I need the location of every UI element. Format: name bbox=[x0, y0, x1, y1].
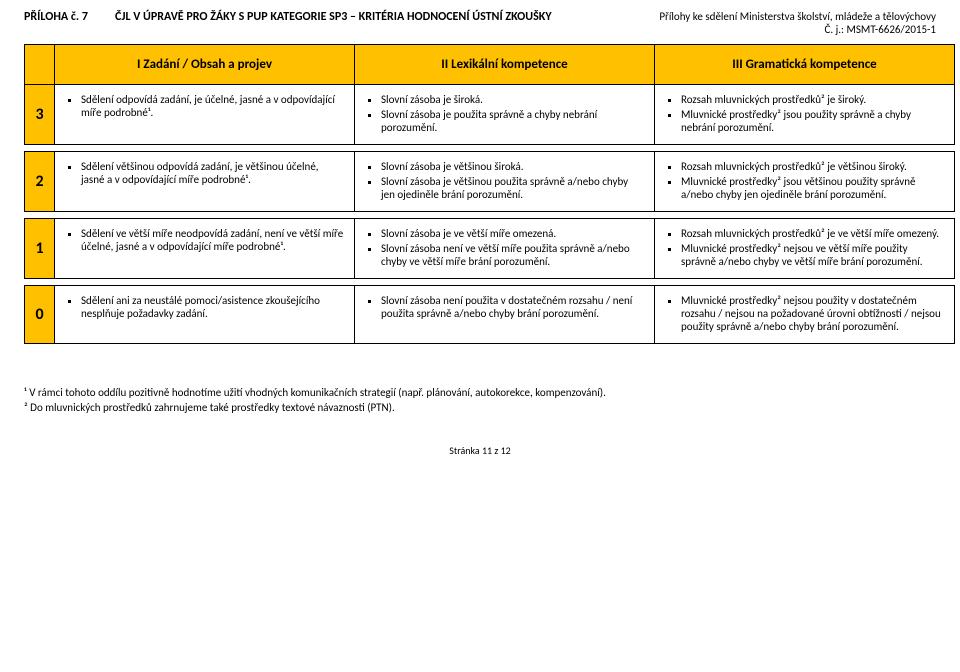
table-header-row: I Zadání / Obsah a projev II Lexikální k… bbox=[25, 45, 955, 85]
spacer bbox=[25, 145, 955, 152]
cell: Slovní zásoba není použita v dostatečném… bbox=[355, 286, 655, 344]
header-col1: I Zadání / Obsah a projev bbox=[55, 45, 355, 85]
bullet: Slovní zásoba je široká. bbox=[381, 93, 644, 106]
cell: Rozsah mluvnických prostředků² je většin… bbox=[655, 152, 955, 212]
bullet: Sdělení odpovídá zadání, je účelné, jasn… bbox=[81, 93, 344, 119]
priloha-title: ČJL V ÚPRAVĚ PRO ŽÁKY S PUP KATEGORIE SP… bbox=[115, 10, 552, 24]
table-row: 3 Sdělení odpovídá zadání, je účelné, ja… bbox=[25, 85, 955, 145]
ref-line: Č. j.: MSMT-6626/2015-1 bbox=[659, 23, 936, 36]
cell: Sdělení ve větší míře neodpovídá zadání,… bbox=[55, 219, 355, 279]
cell: Mluvnické prostředky² nejsou použity v d… bbox=[655, 286, 955, 344]
bullet: Mluvnické prostředky² nejsou použity v d… bbox=[681, 294, 944, 333]
spacer bbox=[25, 212, 955, 219]
cell: Sdělení odpovídá zadání, je účelné, jasn… bbox=[55, 85, 355, 145]
header-col3: III Gramatická kompetence bbox=[655, 45, 955, 85]
row-num: 0 bbox=[25, 286, 55, 344]
row-num: 2 bbox=[25, 152, 55, 212]
cell: Slovní zásoba je ve větší míře omezená. S… bbox=[355, 219, 655, 279]
cell: Rozsah mluvnických prostředků² je ve vět… bbox=[655, 219, 955, 279]
footnote-1: ¹ V rámci tohoto oddílu pozitivně hodnot… bbox=[24, 386, 936, 401]
cell: Sdělení ani za neustálé pomoci/asistence… bbox=[55, 286, 355, 344]
table-body: 3 Sdělení odpovídá zadání, je účelné, ja… bbox=[25, 85, 955, 344]
bullet: Sdělení většinou odpovídá zadání, je vět… bbox=[81, 160, 344, 186]
bullet: Rozsah mluvnických prostředků² je ve vět… bbox=[681, 227, 944, 240]
bullet: Sdělení ve větší míře neodpovídá zadání,… bbox=[81, 227, 344, 253]
page-number: Stránka 11 z 12 bbox=[24, 444, 936, 457]
bullet: Slovní zásoba není použita v dostatečném… bbox=[381, 294, 644, 320]
bullet: Mluvnické prostředky² nejsou ve větší mí… bbox=[681, 242, 944, 268]
priloha-num: PŘÍLOHA č. 7 bbox=[24, 10, 88, 24]
bullet: Slovní zásoba není ve větší míře použita… bbox=[381, 242, 644, 268]
bullet: Slovní zásoba je ve větší míře omezená. bbox=[381, 227, 644, 240]
ministry-line: Přílohy ke sdělení Ministerstva školství… bbox=[659, 10, 936, 23]
footnote-2: ² Do mluvnických prostředků zahrnujeme t… bbox=[24, 401, 936, 416]
cell: Slovní zásoba je většinou široká. Slovní … bbox=[355, 152, 655, 212]
bullet: Mluvnické prostředky² jsou použity správ… bbox=[681, 108, 944, 134]
header-col2: II Lexikální kompetence bbox=[355, 45, 655, 85]
cell: Sdělení většinou odpovídá zadání, je vět… bbox=[55, 152, 355, 212]
table-row: 1 Sdělení ve větší míře neodpovídá zadán… bbox=[25, 219, 955, 279]
bullet: Slovní zásoba je většinou použita správn… bbox=[381, 175, 644, 201]
footnotes: ¹ V rámci tohoto oddílu pozitivně hodnot… bbox=[24, 386, 936, 416]
row-num: 1 bbox=[25, 219, 55, 279]
bullet: Rozsah mluvnických prostředků² je široký… bbox=[681, 93, 944, 106]
cell: Slovní zásoba je široká. Slovní zásoba je… bbox=[355, 85, 655, 145]
bullet: Rozsah mluvnických prostředků² je většin… bbox=[681, 160, 944, 173]
priloha-label: PŘÍLOHA č. 7 ČJL V ÚPRAVĚ PRO ŽÁKY S PUP… bbox=[24, 10, 552, 24]
header-blank bbox=[25, 45, 55, 85]
table-row: 2 Sdělení většinou odpovídá zadání, je v… bbox=[25, 152, 955, 212]
header-left: PŘÍLOHA č. 7 ČJL V ÚPRAVĚ PRO ŽÁKY S PUP… bbox=[24, 10, 552, 24]
header-right: Přílohy ke sdělení Ministerstva školství… bbox=[659, 10, 936, 36]
page-header: PŘÍLOHA č. 7 ČJL V ÚPRAVĚ PRO ŽÁKY S PUP… bbox=[24, 10, 936, 36]
bullet: Mluvnické prostředky² jsou většinou použ… bbox=[681, 175, 944, 201]
bullet: Slovní zásoba je použita správně a chyby… bbox=[381, 108, 644, 134]
cell: Rozsah mluvnických prostředků² je široký… bbox=[655, 85, 955, 145]
criteria-table: I Zadání / Obsah a projev II Lexikální k… bbox=[24, 44, 955, 344]
bullet: Slovní zásoba je většinou široká. bbox=[381, 160, 644, 173]
table-row: 0 Sdělení ani za neustálé pomoci/asisten… bbox=[25, 286, 955, 344]
spacer bbox=[25, 279, 955, 286]
row-num: 3 bbox=[25, 85, 55, 145]
bullet: Sdělení ani za neustálé pomoci/asistence… bbox=[81, 294, 344, 320]
